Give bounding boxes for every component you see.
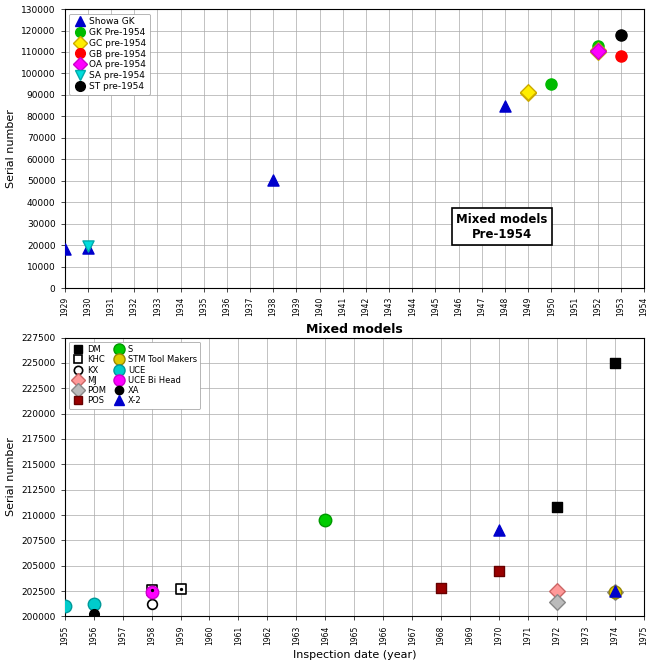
Point: [500, 101, 510, 111]
Point: [593, 45, 603, 56]
Text: Mixed models
Pre-1954: Mixed models Pre-1954: [456, 212, 547, 240]
Point: [494, 525, 504, 535]
Point: [610, 587, 620, 597]
Point: [546, 79, 557, 89]
Point: [593, 47, 603, 57]
Point: [436, 583, 447, 593]
Point: [146, 599, 157, 609]
Point: [610, 587, 620, 597]
Point: [523, 87, 533, 98]
Point: [320, 515, 330, 525]
Point: [552, 501, 562, 512]
Point: [268, 174, 279, 185]
Point: [88, 609, 99, 620]
Point: [88, 599, 99, 609]
Point: [175, 584, 186, 595]
Point: [494, 565, 504, 576]
Point: [146, 585, 157, 595]
Y-axis label: Serial number: Serial number: [5, 109, 16, 188]
Point: [615, 29, 626, 40]
Point: [552, 597, 562, 607]
Point: [175, 584, 186, 595]
Point: [610, 358, 620, 368]
Point: [593, 40, 603, 51]
Point: [60, 601, 70, 611]
Point: [146, 585, 157, 595]
Point: [523, 87, 533, 97]
Title: Mixed models: Mixed models: [306, 324, 403, 336]
Point: [146, 587, 157, 597]
Point: [615, 51, 626, 61]
Legend: DM, KHC, KX, MJ, POM, POS, S, STM Tool Makers, UCE, UCE Bi Head, XA, X-2: DM, KHC, KX, MJ, POM, POS, S, STM Tool M…: [69, 342, 200, 409]
Point: [610, 586, 620, 597]
Point: [610, 358, 620, 368]
Point: [593, 45, 603, 55]
Legend: Showa GK, GK Pre-1954, GC pre-1954, GB pre-1954, OA pre-1954, SA pre-1954, ST pr: Showa GK, GK Pre-1954, GC pre-1954, GB p…: [69, 13, 150, 95]
Point: [60, 244, 70, 254]
Point: [552, 501, 562, 512]
Point: [82, 243, 93, 254]
X-axis label: Inspection date (year): Inspection date (year): [292, 651, 416, 661]
Point: [82, 241, 93, 252]
Y-axis label: Serial number: Serial number: [6, 438, 16, 516]
Point: [552, 586, 562, 597]
